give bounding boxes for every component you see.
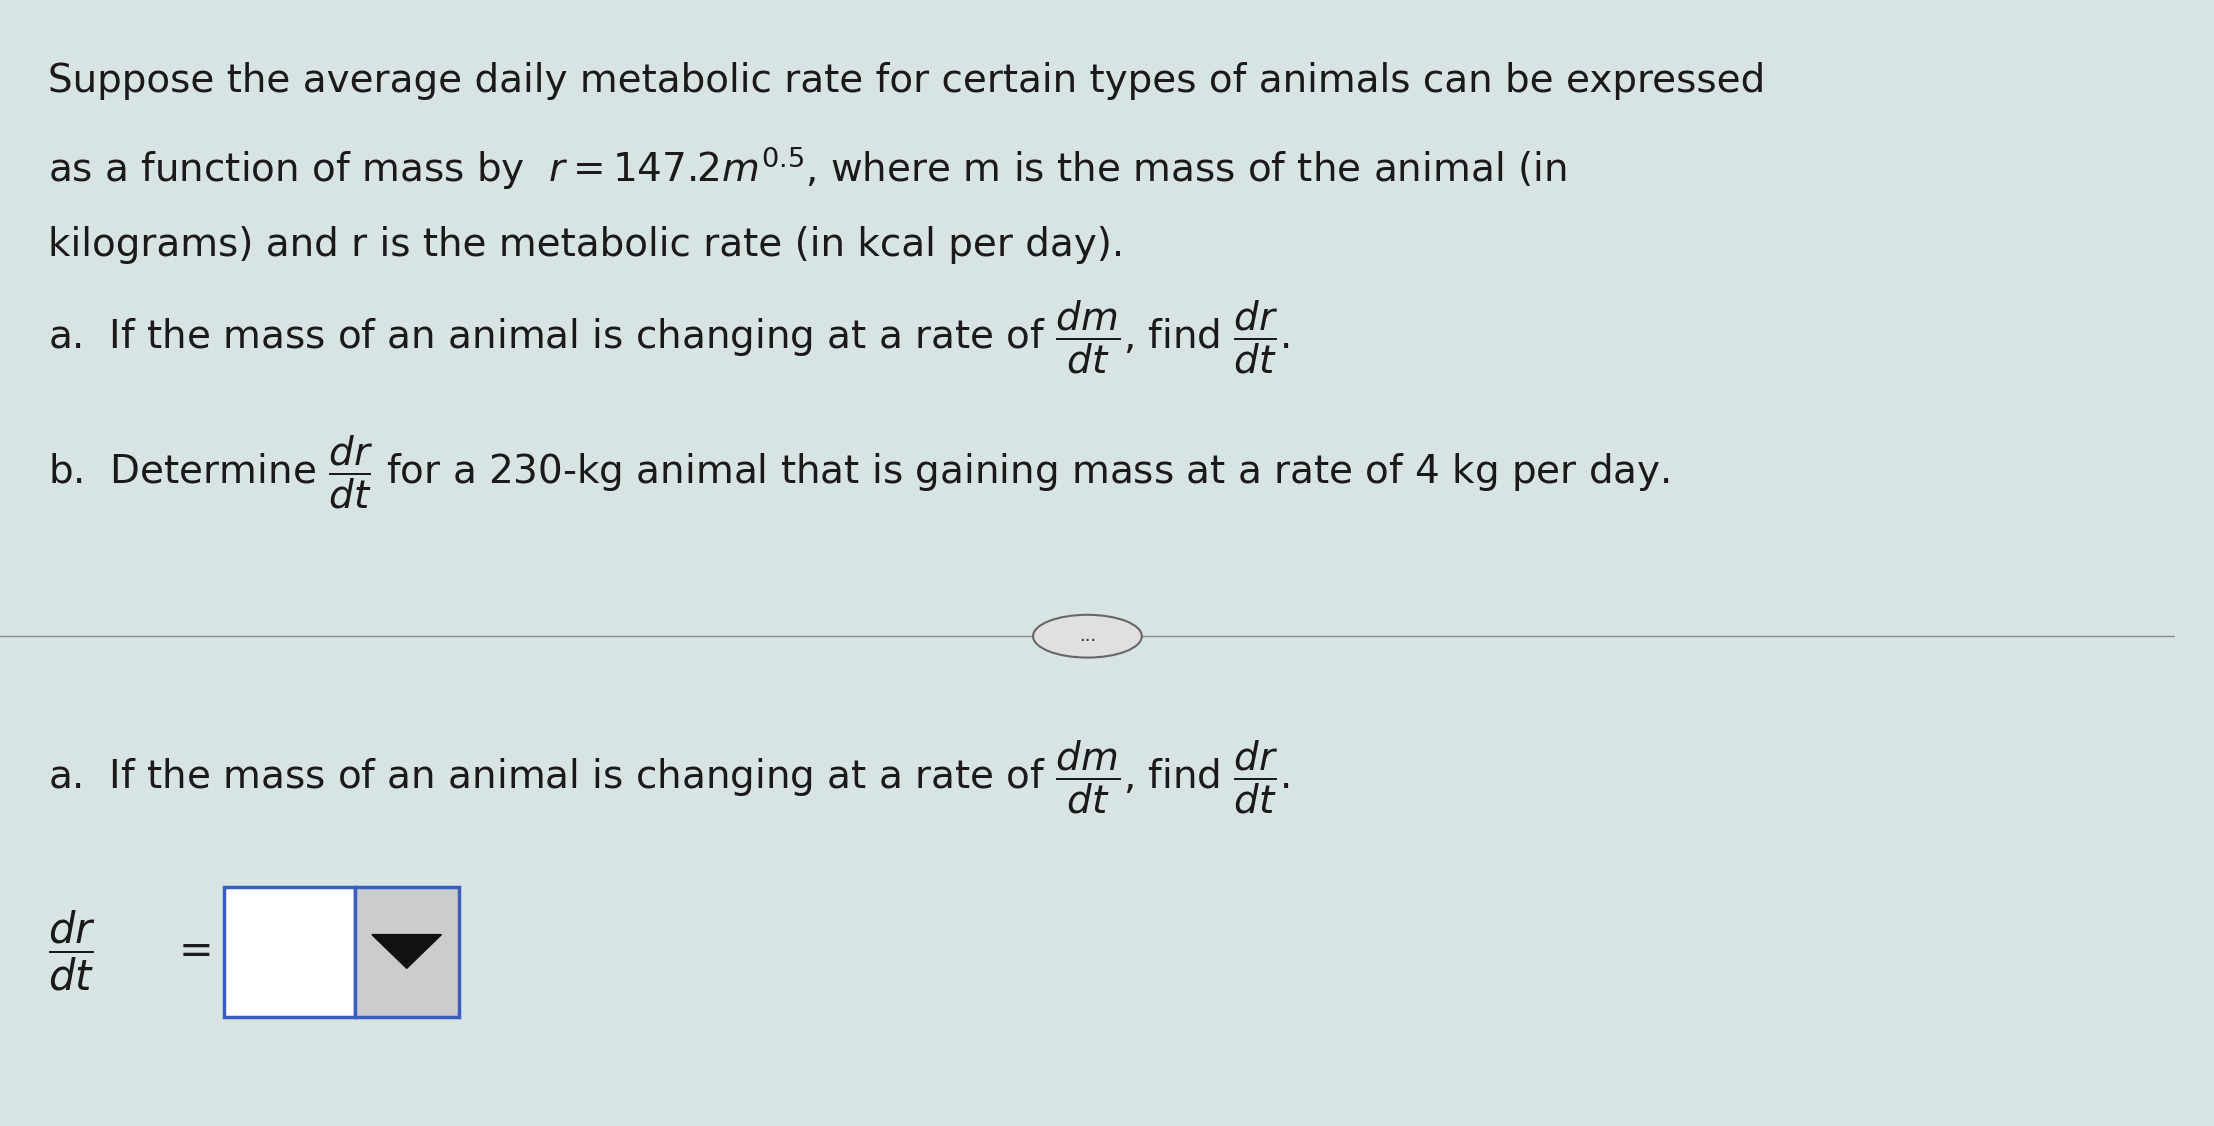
Text: $\dfrac{dr}{dt}$: $\dfrac{dr}{dt}$ (49, 910, 95, 993)
Text: a.  If the mass of an animal is changing at a rate of $\dfrac{dm}{dt}$, find $\d: a. If the mass of an animal is changing … (49, 739, 1289, 815)
FancyBboxPatch shape (354, 887, 458, 1017)
Polygon shape (372, 935, 441, 968)
Text: ...: ... (1078, 627, 1096, 645)
Text: as a function of mass by  $r = 147.2m^{0.5}$, where m is the mass of the animal : as a function of mass by $r = 147.2m^{0.… (49, 144, 1565, 191)
FancyBboxPatch shape (224, 887, 354, 1017)
Text: =: = (179, 930, 213, 973)
Text: b.  Determine $\dfrac{dr}{dt}$ for a 230-kg animal that is gaining mass at a rat: b. Determine $\dfrac{dr}{dt}$ for a 230-… (49, 435, 1669, 511)
Ellipse shape (1034, 615, 1142, 658)
Text: Suppose the average daily metabolic rate for certain types of animals can be exp: Suppose the average daily metabolic rate… (49, 62, 1765, 100)
Text: kilograms) and r is the metabolic rate (in kcal per day).: kilograms) and r is the metabolic rate (… (49, 226, 1125, 265)
Text: a.  If the mass of an animal is changing at a rate of $\dfrac{dm}{dt}$, find $\d: a. If the mass of an animal is changing … (49, 300, 1289, 376)
